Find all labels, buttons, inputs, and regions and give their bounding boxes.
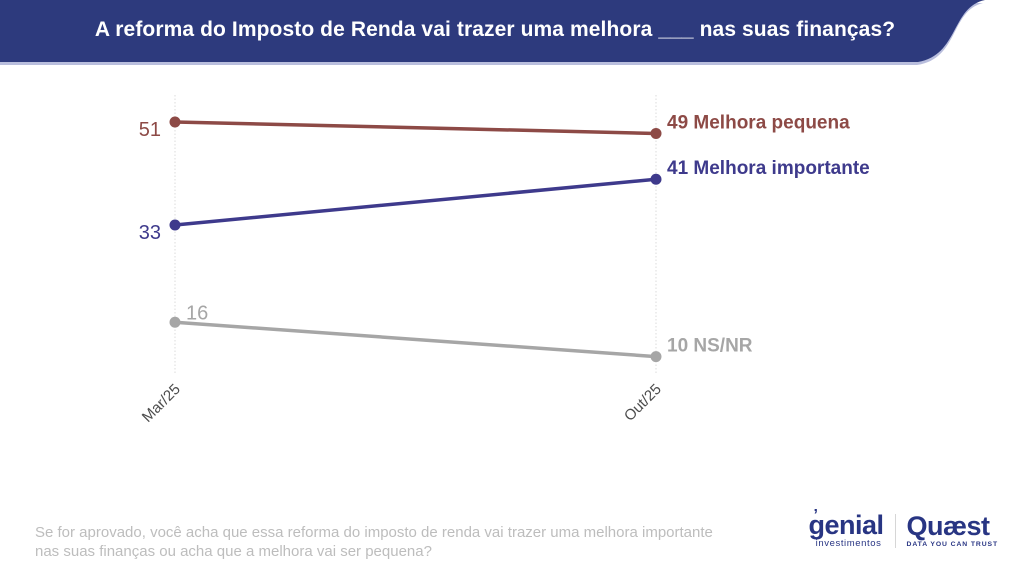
data-point-start	[169, 219, 181, 231]
x-axis-label: Mar/25	[139, 381, 184, 426]
data-point-start	[169, 316, 181, 328]
data-point-end	[650, 127, 662, 139]
banner-background-shape	[0, 0, 985, 65]
logo-separator	[894, 513, 896, 548]
x-axis-label: Out/25	[621, 381, 665, 425]
start-value-label: 33	[139, 222, 161, 244]
chart-question-title: A reforma do Imposto de Renda vai trazer…	[94, 18, 896, 41]
trend-line	[173, 177, 658, 227]
start-value-label: 51	[139, 119, 161, 141]
data-point-start	[169, 116, 181, 128]
brand-logos: genial investimentos Quæst DATA YOU CAN …	[809, 503, 999, 549]
quaest-logo: Quæst DATA YOU CAN TRUST	[906, 511, 998, 549]
survey-question-text: Se for aprovado, você acha que essa refo…	[35, 524, 713, 560]
header-banner: A reforma do Imposto de Renda vai trazer…	[0, 0, 1024, 66]
banner-fill	[0, 0, 985, 62]
end-value-label: 49 Melhora pequena	[667, 112, 850, 133]
quaest-tagline: DATA YOU CAN TRUST	[906, 541, 998, 548]
data-point-end	[650, 351, 662, 363]
genial-tagline: investimentos	[815, 538, 882, 549]
data-point-end	[650, 173, 662, 185]
end-value-label: 41 Melhora importante	[667, 158, 870, 179]
end-value-label: 10 NS/NR	[667, 336, 753, 357]
trend-line	[173, 120, 658, 136]
start-value-label: 16	[186, 302, 208, 324]
trend-line	[173, 320, 658, 359]
genial-logo-text: genial	[809, 503, 885, 539]
quaest-logo-text: Quæst	[906, 511, 991, 541]
genial-logo: genial investimentos	[809, 503, 885, 549]
